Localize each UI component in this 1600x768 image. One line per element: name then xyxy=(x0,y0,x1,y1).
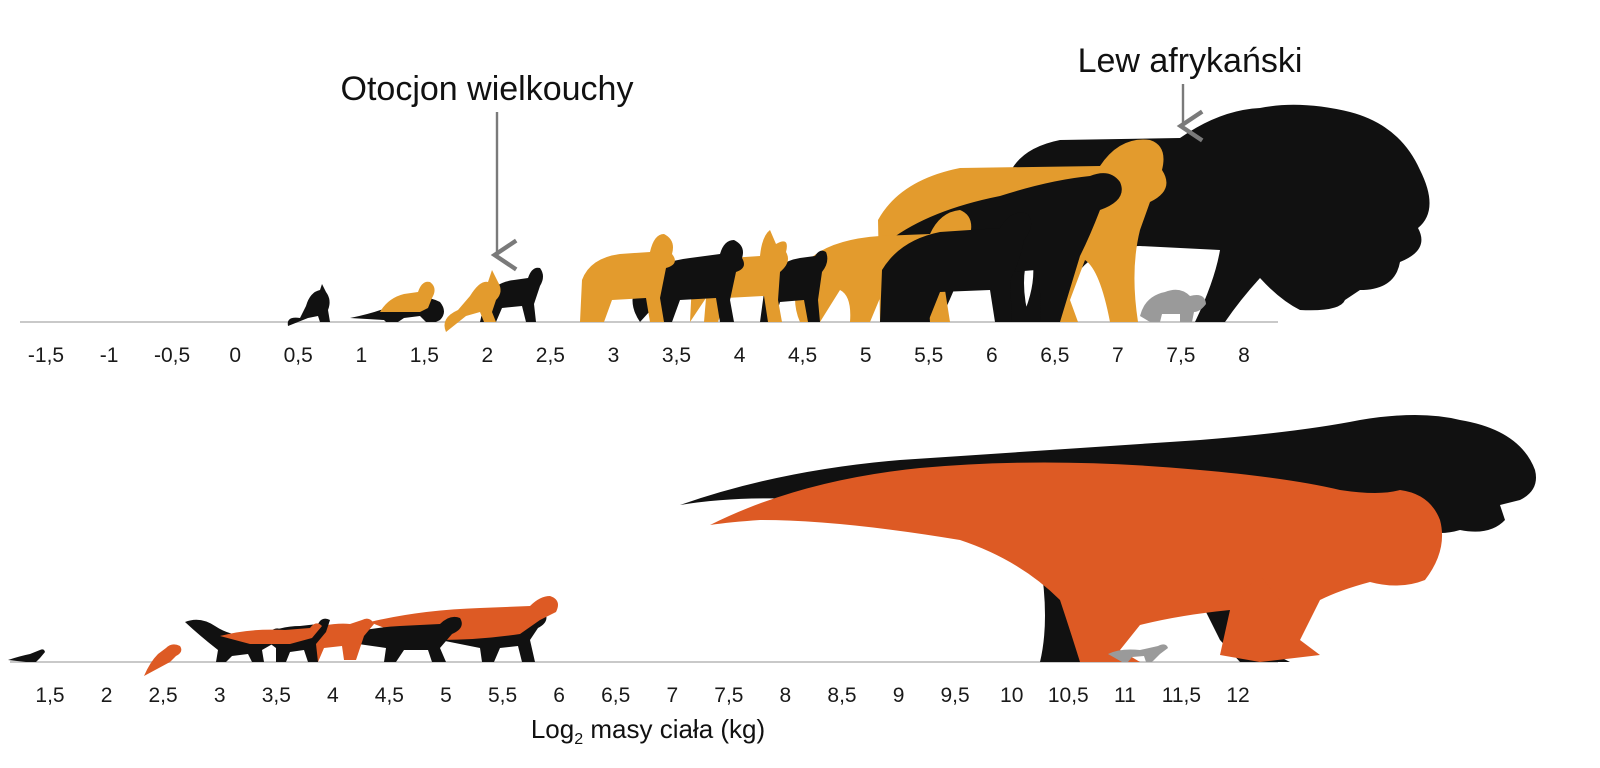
mammal-tick-label: 3,5 xyxy=(662,344,691,367)
lizard-silhouette xyxy=(8,649,45,662)
x-axis-label: Log2 masy ciała (kg) xyxy=(531,714,765,748)
dinosaur-tick-label: 10,5 xyxy=(1048,684,1089,707)
mammal-tick-label: 1 xyxy=(355,344,367,367)
mammal-tick-label: 8 xyxy=(1238,344,1250,367)
dinosaur-tick-label: 11,5 xyxy=(1162,684,1201,707)
mammal-panel: Otocjon wielkouchy Lew afrykański -1,5 -1… xyxy=(20,42,1430,367)
mammal-tick-label: -0,5 xyxy=(154,344,190,367)
dinosaur-tick-label: 4,5 xyxy=(375,684,404,707)
dinosaur-tick-label: 10 xyxy=(1000,684,1023,707)
dinosaur-x-ticks: 1,5 2 2,5 3 3,5 4 4,5 5 5,5 6 6,5 7 7,5 8 8,5 9 9,5 10 10,… xyxy=(35,684,1249,707)
lion-cub-silhouette xyxy=(1140,289,1206,322)
mammal-tick-label: -1,5 xyxy=(28,344,64,367)
mustard-jackal-silhouette xyxy=(580,234,675,322)
x-axis-label-rest: masy ciała (kg) xyxy=(583,714,765,744)
dinosaur-tick-label: 12 xyxy=(1226,684,1249,707)
mammal-tick-label: 7 xyxy=(1112,344,1124,367)
dinosaur-tick-label: 5,5 xyxy=(488,684,517,707)
orange-tyrannosaur-silhouette xyxy=(710,462,1443,662)
mammal-tick-label: 2 xyxy=(482,344,494,367)
dinosaur-tick-label: 7,5 xyxy=(714,684,743,707)
mammal-tick-label: 4 xyxy=(734,344,746,367)
mammal-tick-label: 7,5 xyxy=(1166,344,1195,367)
hatchling-silhouette xyxy=(1108,644,1168,662)
x-axis-label-sub: 2 xyxy=(574,731,583,748)
theropod-2-5-silhouette xyxy=(144,644,182,676)
dinosaur-tick-label: 1,5 xyxy=(35,684,64,707)
dinosaur-tick-label: 3 xyxy=(214,684,226,707)
theropod-4-5-silhouette xyxy=(330,616,462,662)
mammal-tick-label: 6 xyxy=(986,344,998,367)
dinosaur-tick-label: 2,5 xyxy=(148,684,177,707)
fennec-fox-silhouette xyxy=(444,270,501,332)
dinosaur-tick-label: 9 xyxy=(893,684,905,707)
small-canid-silhouette xyxy=(380,281,435,312)
fennec-callout: Otocjon wielkouchy xyxy=(341,70,634,108)
mammal-tick-label: 2,5 xyxy=(536,344,565,367)
dinosaur-tick-label: 4 xyxy=(327,684,339,707)
theropod-3-silhouette xyxy=(185,619,282,662)
dinosaur-tick-label: 5 xyxy=(440,684,452,707)
dinosaur-tick-label: 8 xyxy=(780,684,792,707)
dinosaur-panel: 1,5 2 2,5 3 3,5 4 4,5 5 5,5 6 6,5 7 7,5 8 8,5 9 9,5 10 10,… xyxy=(8,415,1536,748)
dinosaur-tick-label: 2 xyxy=(101,684,113,707)
mammal-tick-label: 0 xyxy=(229,344,241,367)
black-fox-silhouette xyxy=(480,267,543,322)
dinosaur-tick-label: 8,5 xyxy=(827,684,856,707)
orange-tyrannosaur-arm xyxy=(1240,578,1280,612)
mammal-tick-label: 0,5 xyxy=(284,344,313,367)
mammal-tick-label: 5,5 xyxy=(914,344,943,367)
theropod-3-orange-silhouette xyxy=(220,623,322,644)
mammal-tick-label: 3 xyxy=(608,344,620,367)
mammal-tick-label: 4,5 xyxy=(788,344,817,367)
caracal-silhouette xyxy=(690,230,788,322)
dinosaur-tick-label: 6 xyxy=(553,684,565,707)
x-axis-label-main: Log xyxy=(531,714,574,744)
mammal-tick-label: 5 xyxy=(860,344,872,367)
dinosaur-tick-label: 9,5 xyxy=(940,684,969,707)
wild-dog-silhouette xyxy=(880,212,1032,322)
dinosaur-tick-label: 7 xyxy=(666,684,678,707)
mammal-x-ticks: -1,5 -1 -0,5 0 0,5 1 1,5 2 2,5 3 3,5 4 4,5 5 5,5 6 6,5 7 7… xyxy=(28,344,1250,367)
mammal-tick-label: 1,5 xyxy=(410,344,439,367)
lion-callout: Lew afrykański xyxy=(1078,42,1303,80)
dinosaur-tick-label: 3,5 xyxy=(262,684,291,707)
dinosaur-tick-label: 6,5 xyxy=(601,684,630,707)
small-cat-silhouette xyxy=(287,284,330,326)
mammal-tick-label: 6,5 xyxy=(1040,344,1069,367)
mammal-tick-label: -1 xyxy=(100,344,119,367)
dinosaur-tick-label: 11 xyxy=(1114,684,1136,707)
